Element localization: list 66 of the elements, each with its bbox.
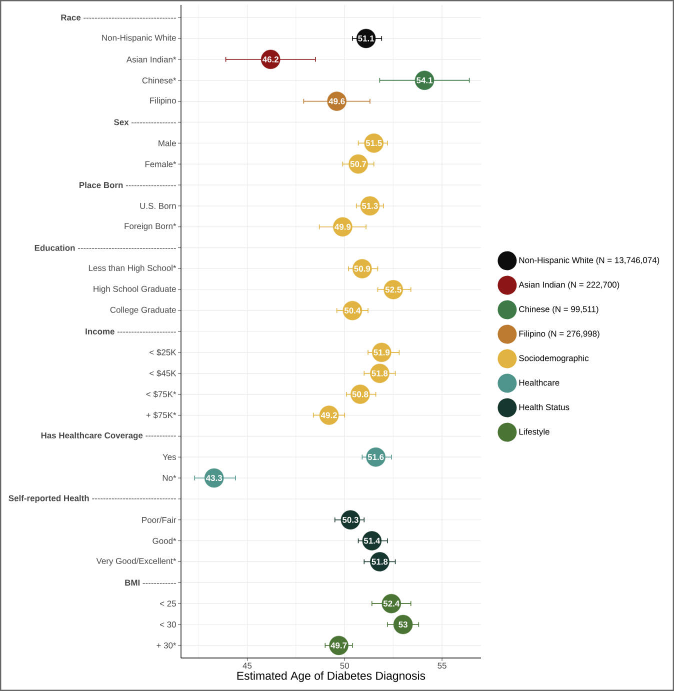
y-tick-label: Yes <box>162 454 176 460</box>
y-tick-label: No* <box>162 475 176 481</box>
y-tick-label: Self-reported Health ------------------------------ <box>8 494 176 503</box>
legend-label: Filipino (N = 276,998) <box>519 330 600 338</box>
y-tick-label: Less than High School* <box>88 264 176 273</box>
y-tick-label: Foreign Born* <box>124 222 176 231</box>
y-tick-label: < 25 <box>160 600 176 607</box>
y-tick-label: Male <box>158 140 176 146</box>
data-label: 52.5 <box>385 286 402 293</box>
data-label: 51.1 <box>358 36 374 42</box>
legend-label: Lifestyle <box>519 428 550 436</box>
y-tick-label: < 30 <box>160 622 176 628</box>
y-tick-label: Non-Hispanic White <box>102 34 176 42</box>
y-tick-label: High School Graduate <box>94 286 176 294</box>
data-label: 49.7 <box>330 642 347 648</box>
x-tick-label: 50 <box>340 662 350 669</box>
data-label: 54.1 <box>416 77 433 84</box>
y-tick-label: U.S. Born <box>140 202 176 209</box>
y-tick-label: < $25K <box>150 349 176 356</box>
y-tick-label: Chinese* <box>142 77 176 84</box>
legend-label: Non-Hispanic White (N = 13,746,074) <box>519 256 660 265</box>
legend-label: Asian Indian (N = 222,700) <box>518 281 620 290</box>
legend-label: Health Status <box>519 404 570 410</box>
data-label: 50.7 <box>350 161 366 168</box>
data-label: 51.6 <box>368 454 384 460</box>
y-tick-label: Education ----------------------------------- <box>34 244 176 251</box>
y-tick-label: Race --------------------------------- <box>61 14 176 20</box>
y-tick-label: Filipino <box>150 97 176 106</box>
data-label: 46.2 <box>262 56 279 62</box>
legend-label: Sociodemographic <box>519 354 589 363</box>
y-tick-label: Poor/Fair <box>142 516 176 523</box>
y-tick-label: College Graduate <box>110 306 176 315</box>
data-label: 53 <box>398 622 408 628</box>
legend-label: Chinese (N = 99,511) <box>519 306 598 314</box>
y-tick-label: < $75K* <box>146 390 176 398</box>
data-label: 51.8 <box>372 558 388 565</box>
data-label: 52.4 <box>383 600 400 607</box>
data-label: 50.4 <box>344 308 361 314</box>
data-label: 51.4 <box>364 538 380 544</box>
y-tick-label: + $75K* <box>146 412 176 419</box>
data-label: 49.2 <box>320 412 337 418</box>
data-label: 51.5 <box>366 140 382 146</box>
x-tick-label: 45 <box>242 662 252 669</box>
x-axis-title: Estimated Age of Diabetes Diagnosis <box>237 671 426 682</box>
y-tick-label: Very Good/Excellent* <box>96 558 176 566</box>
data-label: 50.3 <box>342 516 358 523</box>
y-tick-label: + 30* <box>156 642 176 648</box>
legend-label: Healthcare <box>519 379 560 386</box>
data-label: 50.9 <box>354 266 370 272</box>
y-tick-label: Good* <box>152 538 176 544</box>
data-label: 51.9 <box>374 349 390 356</box>
y-tick-label: Income --------------------- <box>86 328 176 334</box>
y-tick-label: Sex ---------------- <box>114 119 176 126</box>
data-label: 50.8 <box>352 391 368 398</box>
data-label: 49.9 <box>334 224 351 230</box>
data-label: 51.3 <box>362 202 378 209</box>
data-label: 43.3 <box>206 475 222 482</box>
y-tick-label: Place Born ------------------ <box>80 182 176 188</box>
data-label: 51.8 <box>372 370 388 376</box>
y-tick-label: BMI ------------ <box>125 580 176 586</box>
y-tick-label: Asian Indian* <box>126 56 176 63</box>
y-tick-label: Has Healthcare Coverage ----------- <box>41 432 176 440</box>
y-tick-label: Female* <box>145 160 176 168</box>
data-label: 49.6 <box>328 98 345 104</box>
y-tick-label: < $45K <box>150 370 176 377</box>
x-tick-label: 55 <box>438 662 446 669</box>
